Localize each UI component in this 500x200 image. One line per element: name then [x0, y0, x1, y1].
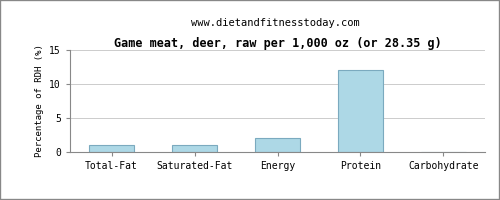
Title: Game meat, deer, raw per 1,000 oz (or 28.35 g): Game meat, deer, raw per 1,000 oz (or 28…: [114, 37, 442, 50]
Y-axis label: Percentage of RDH (%): Percentage of RDH (%): [34, 45, 43, 157]
Bar: [172, 145, 218, 152]
Text: www.dietandfitnesstoday.com: www.dietandfitnesstoday.com: [190, 18, 360, 28]
Bar: [89, 145, 134, 152]
Bar: [338, 70, 383, 152]
Bar: [254, 138, 300, 152]
